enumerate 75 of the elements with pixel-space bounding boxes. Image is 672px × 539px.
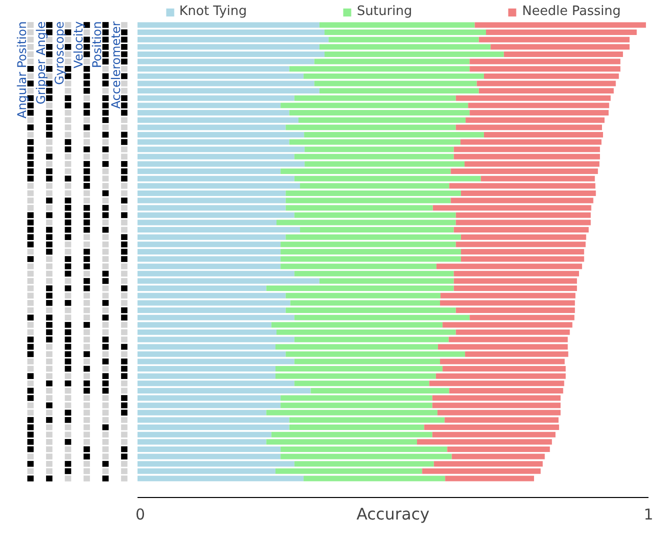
- bar: [478, 88, 614, 94]
- bar: [456, 329, 570, 335]
- bar: [138, 446, 281, 452]
- bar: [449, 388, 564, 394]
- bar: [454, 286, 577, 292]
- bar: [138, 329, 276, 335]
- bar: [304, 73, 484, 79]
- x-tick-label: 1: [644, 506, 654, 524]
- x-tick-label: Gripper Angle: [34, 21, 48, 104]
- bar: [138, 73, 304, 79]
- bar: [138, 366, 276, 372]
- bar: [280, 168, 451, 174]
- bar: [454, 227, 589, 233]
- bar: [138, 424, 290, 430]
- x-tick-label: Position: [90, 21, 104, 68]
- bar: [138, 22, 320, 28]
- bar: [280, 446, 448, 452]
- x-axis-title: Accuracy: [356, 504, 430, 524]
- bar: [324, 51, 504, 57]
- bar: [474, 22, 646, 28]
- bar: [138, 80, 314, 86]
- bar: [266, 286, 454, 292]
- bar: [484, 132, 604, 138]
- bar: [138, 227, 300, 233]
- bar: [138, 190, 286, 196]
- bar: [138, 336, 294, 342]
- bar: [138, 248, 281, 254]
- x-tick-label: 0: [136, 506, 146, 524]
- bar: [286, 190, 461, 196]
- bar: [424, 424, 560, 430]
- x-tick-label: Gyroscope: [52, 21, 67, 85]
- bar: [300, 227, 454, 233]
- bar: [486, 30, 637, 36]
- bar: [138, 308, 286, 313]
- bar: [450, 168, 598, 174]
- x-tick-label: Accelerometer: [108, 21, 123, 109]
- legend-label: Needle Passing: [522, 4, 621, 19]
- bar: [314, 80, 477, 86]
- bar: [286, 308, 456, 313]
- bar: [324, 30, 486, 36]
- bar: [138, 30, 325, 36]
- bar: [460, 190, 596, 196]
- bar: [319, 88, 479, 94]
- bar: [276, 329, 456, 335]
- bar: [484, 73, 619, 79]
- bar: [289, 110, 470, 116]
- bar: [470, 110, 609, 116]
- bar: [442, 366, 566, 372]
- bar: [456, 308, 575, 313]
- bar: [280, 248, 461, 254]
- bar: [294, 336, 449, 342]
- bar: [275, 366, 443, 372]
- bar: [138, 286, 266, 292]
- bar: [138, 51, 325, 57]
- bar: [476, 80, 616, 86]
- bar: [138, 132, 304, 138]
- legend-label: Knot Tying: [179, 4, 247, 19]
- bar: [275, 344, 438, 350]
- legend-label: Suturing: [356, 4, 412, 19]
- bar: [448, 336, 568, 342]
- bar: [447, 446, 550, 452]
- bar: [504, 51, 623, 57]
- bar: [304, 132, 484, 138]
- bar: [438, 344, 568, 350]
- bar: [138, 88, 320, 94]
- bar: [138, 344, 276, 350]
- bar: [460, 248, 584, 254]
- bar: [138, 168, 281, 174]
- bar: [138, 388, 311, 394]
- x-tick-label: Velocity: [71, 21, 86, 68]
- bar: [289, 424, 424, 430]
- bar: [310, 388, 450, 394]
- x-tick-label: Angular Position: [15, 21, 30, 119]
- bar: [319, 22, 475, 28]
- bar: [138, 110, 290, 116]
